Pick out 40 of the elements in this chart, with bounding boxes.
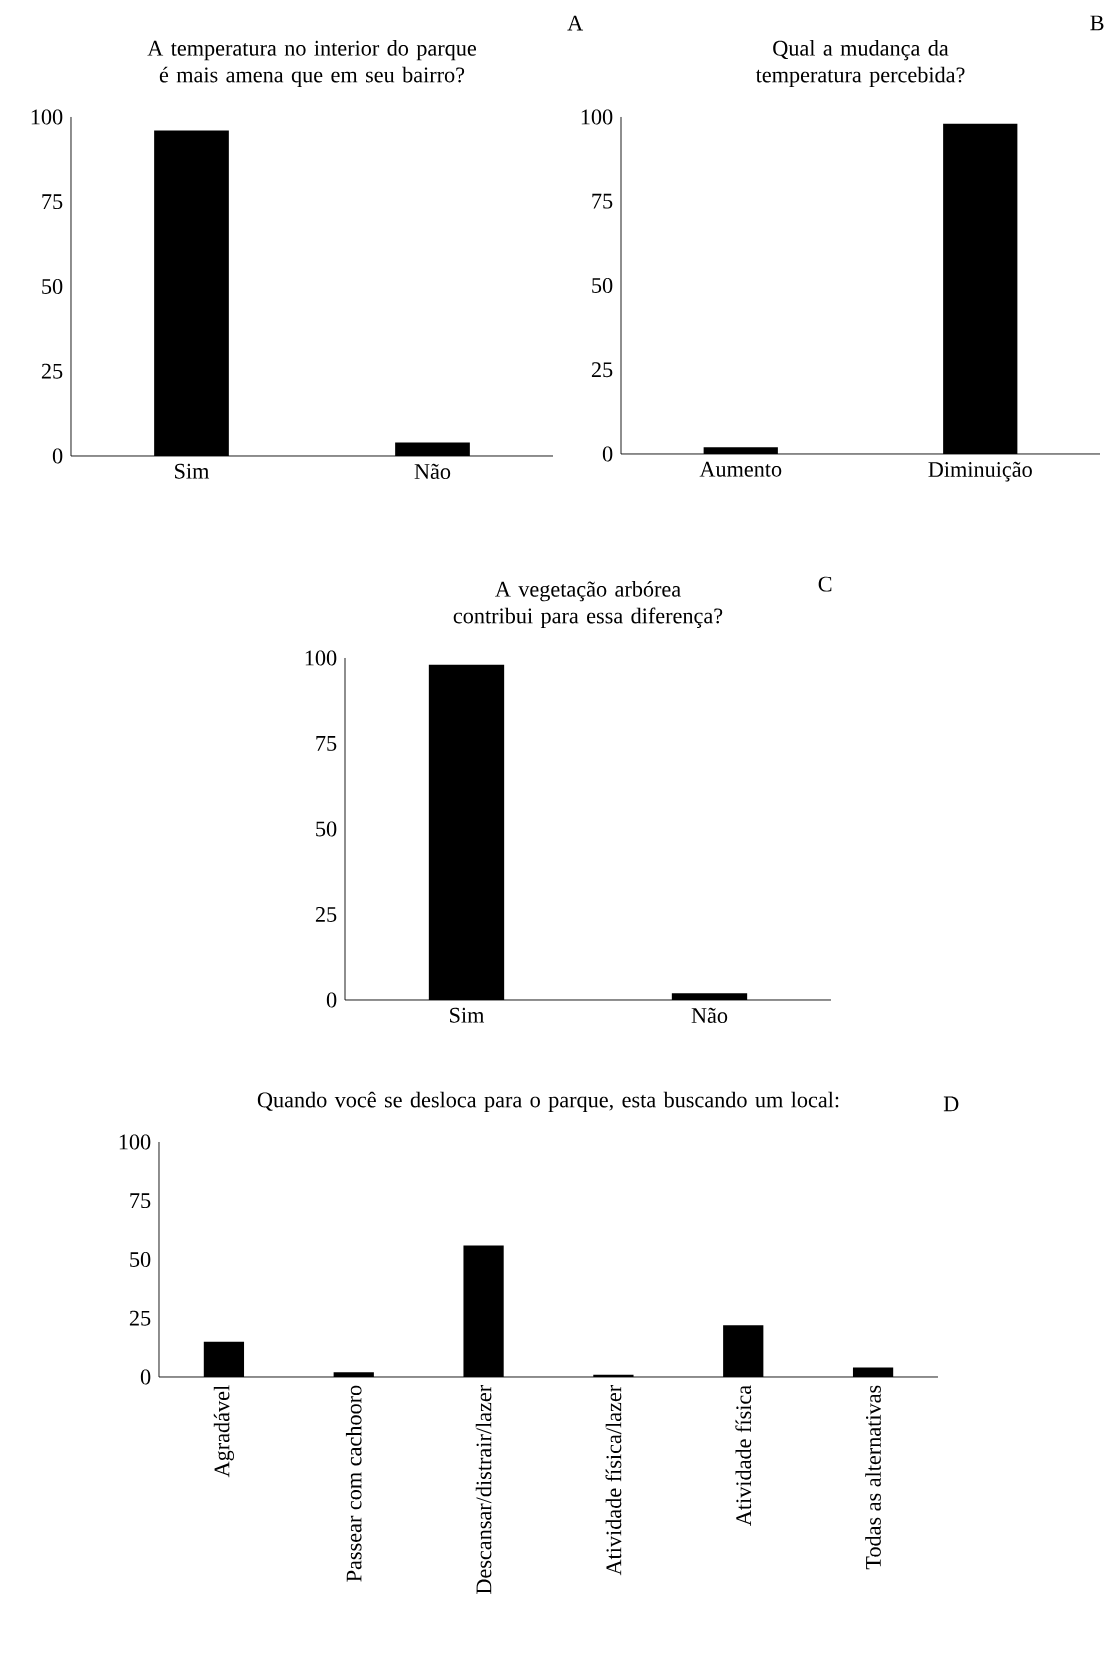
text: B (1090, 15, 1104, 31)
x-tick-label: Aumento (699, 461, 782, 477)
y-tick-label: 75 (592, 193, 613, 209)
y-tick-label: 25 (591, 362, 613, 378)
y-tick-label: 0 (140, 1369, 151, 1385)
y-tick-label: 0 (326, 992, 337, 1008)
x-tick-label: Não (414, 463, 451, 480)
x-tick-label: Diminuição (928, 461, 1032, 482)
x-tick-label: Atividade física (735, 1385, 752, 1526)
text: C (818, 576, 832, 592)
x-tick-label: Todas as alternativas (865, 1385, 881, 1570)
x-tick-label: Sim (450, 1007, 485, 1023)
x-tick-label: Sim (175, 463, 210, 479)
y-tick-label: 100 (31, 109, 63, 125)
y-tick-label: 75 (316, 736, 337, 751)
y-tick-label: 100 (119, 1134, 151, 1150)
x-tick-label: Não (691, 1007, 728, 1024)
y-tick-label: 0 (602, 446, 613, 462)
y-tick-label: 50 (592, 277, 613, 293)
y-tick-label: 25 (129, 1310, 151, 1326)
y-tick-label: 50 (316, 821, 337, 837)
chart-title: Quando você se desloca para o parque, esta buscando um local: (257, 1091, 839, 1112)
y-tick-label: 25 (41, 363, 63, 379)
x-tick-label: Descansar/distrair/lazer (475, 1385, 492, 1594)
y-tick-label: 25 (315, 907, 337, 922)
text: D (943, 1096, 959, 1112)
y-tick-label: 0 (52, 448, 63, 464)
chart-title: A vegetação arbórea contribui para essa diferença? (453, 581, 723, 628)
y-tick-label: 75 (42, 194, 63, 210)
y-tick-label: 50 (42, 278, 63, 294)
y-tick-label: 50 (130, 1252, 151, 1267)
y-tick-label: 75 (130, 1193, 151, 1209)
x-tick-label: Agradável (213, 1385, 235, 1478)
chart-title: Qual a mudança da temperatura percebida? (755, 40, 965, 87)
x-tick-label: Passear com cachooro (345, 1385, 362, 1582)
y-tick-label: 100 (305, 650, 337, 666)
x-tick-label: Atividade física/lazer (605, 1384, 622, 1576)
y-tick-label: 100 (581, 109, 613, 125)
text: A (567, 15, 584, 31)
chart-title: A temperatura no interior do parque é mais amena que em seu bairro? (147, 40, 476, 87)
